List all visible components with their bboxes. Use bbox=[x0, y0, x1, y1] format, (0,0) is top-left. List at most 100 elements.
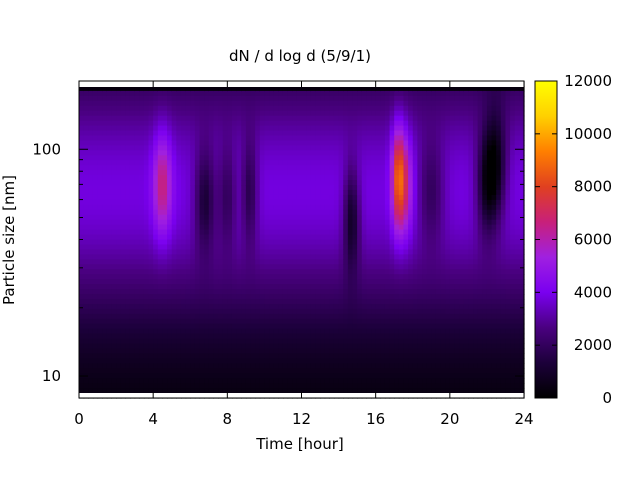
heatmap-cell bbox=[116, 343, 122, 350]
heatmap-cell bbox=[422, 303, 428, 310]
heatmap-cell bbox=[97, 194, 103, 201]
heatmap-cell bbox=[431, 353, 437, 359]
heatmap-cell bbox=[296, 254, 303, 260]
heatmap-cell bbox=[292, 328, 298, 335]
heatmap-cell bbox=[208, 199, 215, 206]
heatmap-cell bbox=[412, 160, 418, 166]
heatmap-cell bbox=[278, 289, 284, 295]
heatmap-cell bbox=[320, 338, 326, 345]
heatmap-cell bbox=[120, 165, 126, 171]
heatmap-cell bbox=[111, 348, 117, 355]
heatmap-cell bbox=[143, 130, 150, 137]
heatmap-cell bbox=[157, 100, 164, 107]
heatmap-cell bbox=[380, 165, 386, 171]
heatmap-cell bbox=[250, 318, 256, 325]
heatmap-cell bbox=[435, 378, 442, 384]
heatmap-cell bbox=[88, 204, 94, 211]
heatmap-cell bbox=[310, 219, 317, 226]
heatmap-cell bbox=[435, 145, 442, 151]
heatmap-cell bbox=[306, 348, 312, 355]
heatmap-cell bbox=[194, 373, 201, 379]
heatmap-cell bbox=[282, 363, 289, 369]
heatmap-cell bbox=[361, 145, 367, 151]
heatmap-cell bbox=[259, 234, 266, 241]
heatmap-cell bbox=[422, 100, 428, 107]
heatmap-cell bbox=[343, 155, 349, 161]
heatmap-cell bbox=[222, 135, 228, 142]
heatmap-cell bbox=[278, 363, 284, 369]
heatmap-cell bbox=[194, 303, 201, 310]
heatmap-cell bbox=[292, 323, 298, 330]
heatmap-cell bbox=[320, 189, 326, 196]
heatmap-cell bbox=[282, 115, 289, 122]
heatmap-cell bbox=[143, 150, 150, 156]
heatmap-cell bbox=[329, 180, 335, 186]
heatmap-cell bbox=[412, 348, 418, 355]
heatmap-cell bbox=[79, 289, 85, 295]
heatmap-cell bbox=[412, 185, 418, 191]
heatmap-cell bbox=[417, 170, 423, 176]
heatmap-cell bbox=[194, 328, 201, 335]
heatmap-cell bbox=[287, 308, 293, 315]
heatmap-cell bbox=[324, 175, 330, 181]
heatmap-cell bbox=[227, 343, 233, 350]
heatmap-cell bbox=[227, 189, 233, 196]
heatmap-cell bbox=[241, 279, 247, 285]
heatmap-cell bbox=[157, 333, 164, 340]
heatmap-cell bbox=[273, 274, 279, 280]
heatmap-cell bbox=[199, 110, 205, 117]
heatmap-cell bbox=[227, 150, 233, 156]
heatmap-cell bbox=[264, 254, 270, 260]
heatmap-cell bbox=[167, 378, 173, 384]
heatmap-cell bbox=[83, 328, 89, 335]
heatmap-cell bbox=[148, 363, 154, 369]
heatmap-cell bbox=[208, 318, 215, 325]
heatmap-cell bbox=[222, 214, 228, 221]
heatmap-cell bbox=[129, 353, 136, 359]
heatmap-cell bbox=[227, 229, 233, 236]
heatmap-cell bbox=[259, 264, 266, 270]
heatmap-cell bbox=[213, 95, 219, 102]
heatmap-cell bbox=[176, 254, 182, 260]
heatmap-cell bbox=[310, 259, 317, 265]
heatmap-cell bbox=[134, 170, 140, 176]
heatmap-cell bbox=[185, 254, 191, 260]
heatmap-cell bbox=[338, 160, 344, 166]
heatmap-cell bbox=[380, 130, 386, 137]
heatmap-cell bbox=[222, 348, 228, 355]
heatmap-cell bbox=[157, 289, 164, 295]
heatmap-cell bbox=[329, 279, 335, 285]
heatmap-cell bbox=[83, 254, 89, 260]
heatmap-cell bbox=[116, 140, 122, 146]
heatmap-cell bbox=[190, 140, 196, 146]
heatmap-cell bbox=[199, 100, 205, 107]
heatmap-cell bbox=[412, 130, 418, 137]
heatmap-cell bbox=[139, 249, 145, 255]
heatmap-cell bbox=[218, 115, 224, 122]
heatmap-cell bbox=[236, 313, 242, 320]
heatmap-cell bbox=[394, 363, 400, 369]
heatmap-cell bbox=[375, 313, 381, 320]
heatmap-cell bbox=[153, 269, 159, 275]
heatmap-cell bbox=[357, 199, 363, 206]
heatmap-cell bbox=[329, 115, 335, 122]
heatmap-cell bbox=[408, 150, 414, 156]
heatmap-cell bbox=[329, 348, 335, 355]
heatmap-cell bbox=[357, 229, 363, 236]
heatmap-cell bbox=[88, 130, 94, 137]
heatmap-cell bbox=[245, 333, 252, 340]
heatmap-cell bbox=[361, 105, 367, 112]
heatmap-cell bbox=[153, 368, 159, 374]
heatmap-cell bbox=[269, 145, 275, 151]
heatmap-cell bbox=[296, 105, 303, 112]
heatmap-cell bbox=[218, 244, 224, 250]
heatmap-cell bbox=[287, 95, 293, 102]
heatmap-cell bbox=[408, 194, 414, 201]
heatmap-cell bbox=[218, 373, 224, 379]
heatmap-cell bbox=[352, 224, 358, 231]
heatmap-cell bbox=[329, 140, 335, 146]
heatmap-cell bbox=[292, 120, 298, 127]
heatmap-cell bbox=[213, 234, 219, 241]
heatmap-cell bbox=[301, 239, 307, 246]
heatmap-cell bbox=[380, 259, 386, 265]
